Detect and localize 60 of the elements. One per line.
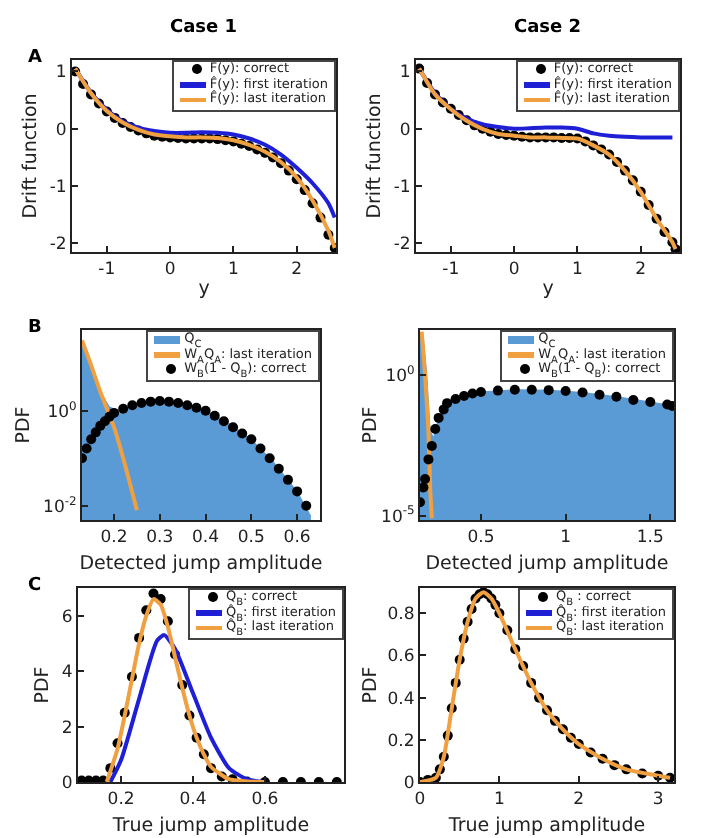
x-tick-label: 0.2 — [100, 528, 128, 549]
y-tick-label: 10$^{0}$ — [47, 399, 78, 423]
x-tick-label: 1 — [572, 260, 583, 281]
x-tick-label: 0.2 — [107, 790, 135, 811]
x-tick-label: 0 — [164, 260, 176, 281]
x-tick-label: -1 — [442, 260, 460, 281]
y-tick-label: 0 — [55, 120, 67, 141]
y-tick-label: -2 — [49, 235, 67, 256]
y-tick-label: -1 — [49, 178, 67, 199]
x-tick-label: 0.4 — [192, 528, 220, 549]
y-axis-title: Drift function — [363, 93, 386, 219]
y-tick-label: 4 — [61, 663, 73, 684]
y-tick-label: 0.6 — [387, 647, 415, 668]
text: B — [28, 318, 42, 338]
x-tick-label: -1 — [98, 260, 116, 281]
x-tick-label: 1.5 — [636, 528, 664, 549]
y-tick-label: 0 — [61, 773, 73, 794]
chart-title: Case 1 — [170, 18, 238, 38]
x-axis-title: True jump amplitude — [446, 814, 646, 837]
y-tick-label: 1 — [55, 63, 67, 84]
x-axis-title: y — [198, 278, 211, 300]
text: C — [28, 576, 42, 596]
x-tick-label: 1 — [228, 260, 239, 281]
y-tick-label: 0 — [399, 120, 411, 141]
y-tick-label: 1 — [399, 63, 411, 84]
x-tick-label: 0.5 — [237, 528, 265, 549]
x-tick-label: 2 — [573, 790, 585, 811]
x-tick-label: 0 — [508, 260, 520, 281]
y-axis-title: PDF — [360, 406, 382, 444]
y-tick-label: -2 — [393, 235, 411, 256]
y-axis-title: PDF — [32, 666, 55, 704]
y-tick-label: 10$^{-2}$ — [43, 494, 78, 518]
text: A — [28, 48, 42, 68]
y-tick-label: 0 — [403, 773, 415, 794]
y-tick-label: 2 — [61, 718, 73, 739]
x-tick-label: 1 — [493, 790, 505, 811]
chart-title: Case 2 — [514, 18, 582, 38]
x-tick-label: 0.6 — [283, 528, 311, 549]
x-tick-label: 0.5 — [467, 528, 495, 549]
x-axis-title: True jump amplitude — [110, 814, 310, 837]
x-axis-title: y — [542, 278, 555, 300]
y-tick-label: 0.8 — [387, 605, 415, 626]
x-tick-label: 0.3 — [146, 528, 174, 549]
y-axis-title: PDF — [360, 666, 382, 704]
x-tick-label: 2 — [635, 260, 647, 281]
y-tick-label: 10$^{0}$ — [385, 363, 416, 387]
x-tick-label: 0.4 — [179, 790, 207, 811]
x-tick-label: 2 — [291, 260, 303, 281]
y-tick-label: 10$^{-5}$ — [381, 504, 416, 528]
y-tick-label: 0.2 — [387, 731, 415, 752]
y-tick-label: -1 — [393, 178, 411, 199]
y-axis-title: PDF — [13, 406, 36, 444]
x-tick-label: 0.6 — [251, 790, 279, 811]
y-tick-label: 0.4 — [387, 689, 415, 710]
y-axis-title: Drift function — [19, 93, 42, 219]
x-tick-label: 1 — [560, 528, 572, 549]
x-tick-label: 3 — [652, 790, 664, 811]
x-axis-title: Detected jump amplitude — [425, 552, 669, 575]
y-tick-label: 6 — [61, 607, 73, 628]
x-axis-title: Detected jump amplitude — [79, 552, 323, 575]
